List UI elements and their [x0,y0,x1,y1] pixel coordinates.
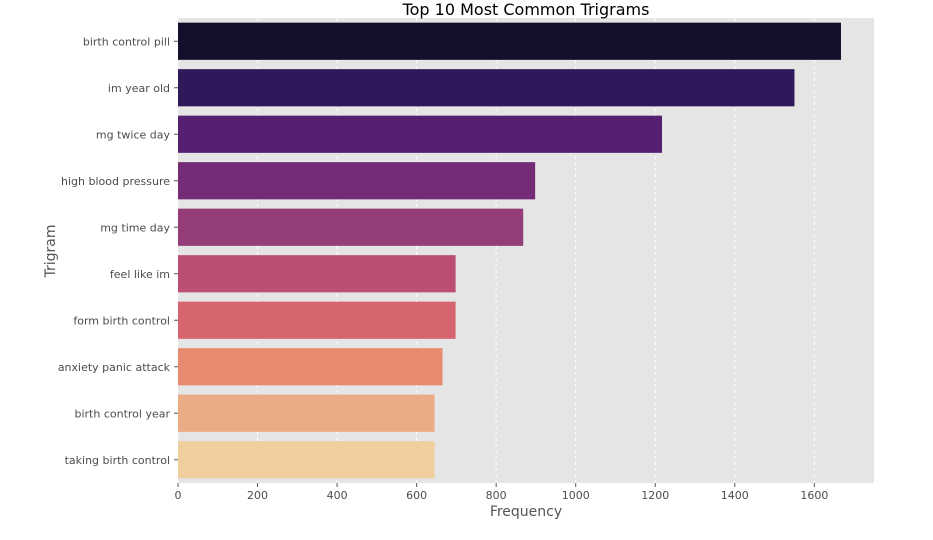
y-tick-label: taking birth control [65,454,170,467]
bar [178,69,795,107]
x-tick-label: 0 [175,489,182,502]
y-tick-label: birth control year [74,407,170,420]
chart-title: Top 10 Most Common Trigrams [402,0,650,19]
x-tick-label: 600 [406,489,427,502]
x-tick-label: 400 [327,489,348,502]
y-tick-label: mg twice day [96,128,171,141]
y-tick-label: anxiety panic attack [58,361,171,374]
y-tick-label: form birth control [73,314,170,327]
x-tick-label: 1600 [800,489,828,502]
y-tick-label: im year old [108,82,170,95]
bar [178,22,841,60]
y-axis-title: Trigram [43,225,59,279]
bar [178,441,435,479]
bar [178,301,456,339]
x-tick-label: 1200 [641,489,669,502]
x-tick-label: 200 [247,489,268,502]
bar [178,394,435,432]
bars [178,22,841,479]
y-tick-label: mg time day [100,221,170,234]
x-tick-label: 800 [486,489,507,502]
bar [178,208,524,246]
bar [178,348,443,386]
bar [178,255,456,293]
y-tick-label: feel like im [110,268,170,281]
bar [178,115,663,153]
y-tick-label: high blood pressure [61,175,170,188]
y-tick-label: birth control pill [83,35,170,48]
x-tick-label: 1400 [721,489,749,502]
x-axis-title: Frequency [490,504,562,520]
bar [178,162,536,200]
x-tick-labels: 0 200 400 600 800 1000 1200 1400 1600 [175,483,828,502]
y-tick-labels: birth control pill im year old mg twice da… [58,35,178,467]
x-tick-label: 1000 [562,489,590,502]
